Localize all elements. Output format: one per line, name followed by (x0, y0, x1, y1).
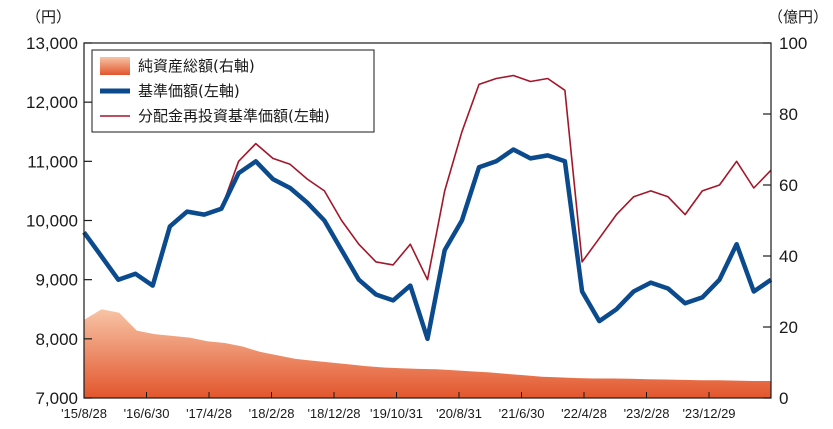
x-tick-label: '19/10/31 (370, 406, 423, 421)
y-left-tick-label: 9,000 (35, 271, 78, 290)
x-tick-label: '18/2/28 (249, 406, 295, 421)
series-nav-line (82, 147, 773, 342)
y-left-tick-label: 10,000 (26, 212, 78, 231)
legend-box (91, 49, 375, 133)
y-right-tick-label: 80 (779, 105, 798, 124)
y-right-tick-label: 20 (779, 318, 798, 337)
x-tick-label: '23/12/29 (682, 406, 735, 421)
x-tick-label: '15/8/28 (61, 406, 107, 421)
x-tick-label: '21/6/30 (499, 406, 545, 421)
y-left-tick-label: 11,000 (27, 152, 78, 171)
x-tick-label: '22/4/28 (561, 406, 607, 421)
series-net-assets-area (84, 309, 771, 398)
legend: 純資産総額(右軸) 基準価額(左軸) 分配金再投資基準価額(左軸) (91, 49, 375, 133)
legend-label: 純資産総額(右軸) (138, 57, 255, 75)
y-left-unit-label: （円） (26, 8, 71, 26)
y-right-axis: 0 20 40 60 80 100 (763, 34, 807, 408)
net-assets-area-layer (84, 309, 771, 398)
price-lines-layer (82, 74, 773, 342)
legend-label: 基準価額(左軸) (138, 82, 240, 100)
y-left-tick-label: 12,000 (26, 93, 78, 112)
x-axis: '15/8/28 '16/6/30 '17/4/28 '18/2/28 '18/12/2… (61, 392, 736, 421)
y-right-unit-label: （億円） (768, 8, 828, 26)
y-left-tick-label: 8,000 (35, 330, 78, 349)
y-left-axis: 7,000 8,000 9,000 10,000 11,000 12,000 13,000 (26, 34, 92, 408)
x-tick-label: '20/8/31 (436, 406, 482, 421)
y-right-tick-label: 60 (779, 176, 798, 195)
y-left-tick-label: 13,000 (26, 34, 78, 53)
x-tick-label: '16/6/30 (124, 406, 170, 421)
x-tick-label: '23/2/28 (624, 406, 670, 421)
y-left-tick-label: 7,000 (35, 389, 78, 408)
x-tick-label: '18/12/28 (307, 406, 360, 421)
legend-label: 分配金再投資基準価額(左軸) (138, 107, 330, 125)
x-tick-label: '17/4/28 (186, 406, 232, 421)
y-right-tick-label: 40 (779, 247, 798, 266)
y-right-tick-label: 0 (779, 389, 788, 408)
y-right-tick-label: 100 (779, 34, 807, 53)
legend-swatch-area (100, 57, 130, 75)
